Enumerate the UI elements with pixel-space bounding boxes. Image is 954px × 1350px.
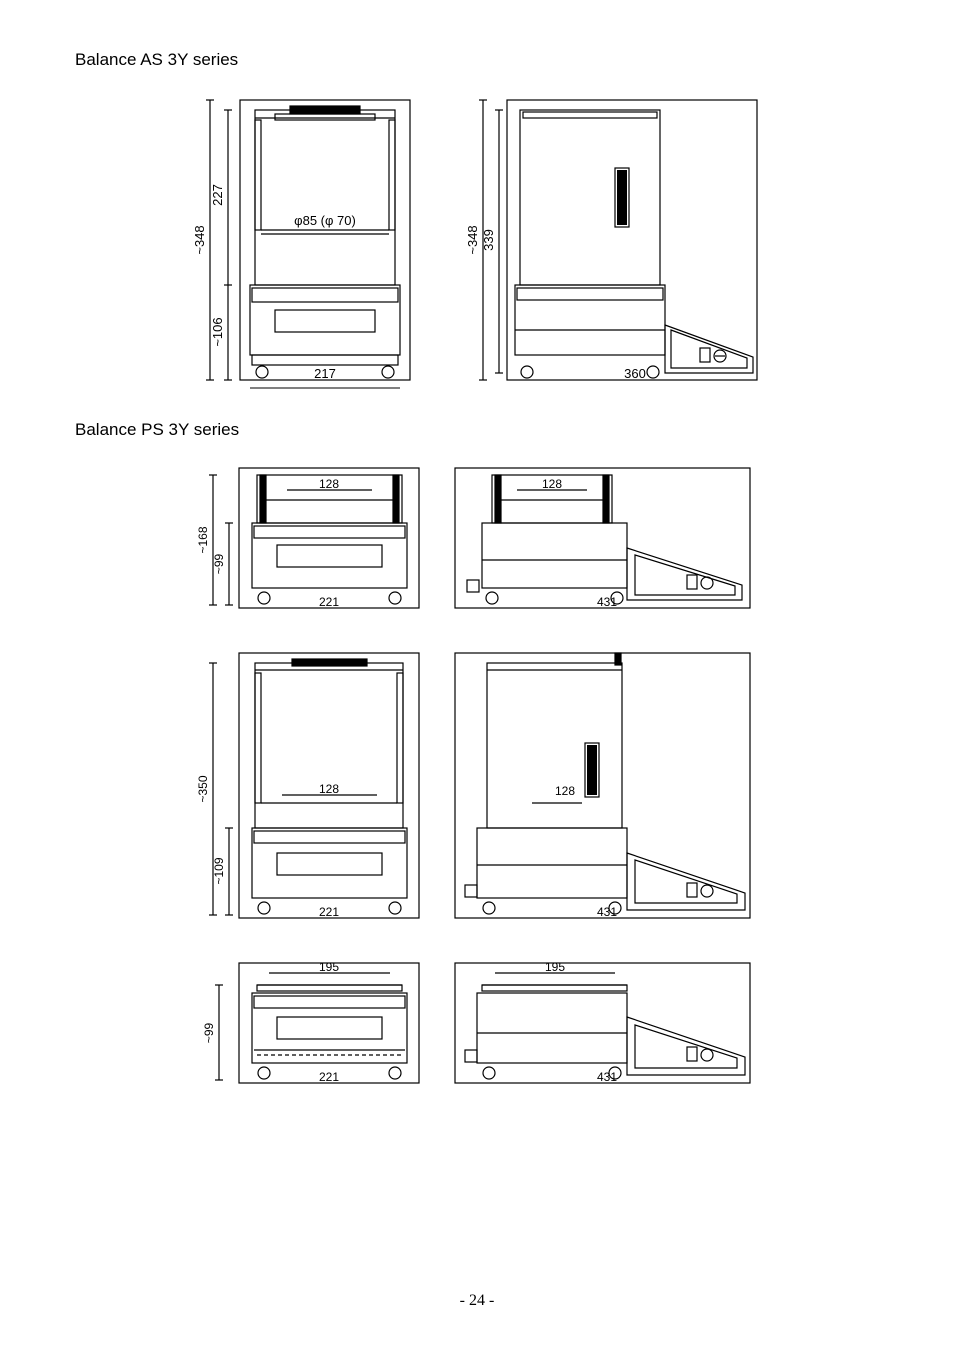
- ps3y-r1-front-width: 221: [319, 595, 339, 609]
- as3y-front-h-base: ~106: [210, 317, 225, 346]
- ps3y-r2-front-hbase: ~109: [212, 857, 226, 884]
- ps3y-r3-front-width: 221: [319, 1070, 339, 1084]
- as3y-side-h-total: ~348: [465, 225, 480, 254]
- ps3y-row2: 128 ~350 ~109 221: [75, 645, 879, 925]
- ps3y-r3-front: 195 ~99 221: [197, 955, 427, 1090]
- as3y-front-h-total: ~348: [192, 225, 207, 254]
- as3y-side-h-inner: 339: [481, 229, 496, 251]
- ps3y-r1-side: 128 431: [447, 460, 757, 615]
- ps3y-r1-front-htotal: ~168: [197, 526, 210, 553]
- ps3y-r3-side-depth: 431: [597, 1070, 617, 1084]
- ps3y-r3-front-hbase: ~99: [202, 1022, 216, 1043]
- as3y-front-width: 217: [314, 366, 336, 381]
- ps3y-r2-front-width: 221: [319, 905, 339, 919]
- ps3y-r1-side-pan: 128: [542, 477, 562, 491]
- section-title-as3y: Balance AS 3Y series: [75, 50, 879, 70]
- ps3y-r2-front: 128 ~350 ~109 221: [197, 645, 427, 925]
- ps3y-row3: 195 ~99 221: [75, 955, 879, 1090]
- ps3y-r1-front: 128 ~168 ~99 221: [197, 460, 427, 615]
- ps3y-r2-side-pan: 128: [555, 784, 575, 798]
- as3y-front-diagram: φ85 (φ 70) ~348 227: [190, 90, 445, 390]
- ps3y-r2-side: 128 431: [447, 645, 757, 925]
- as3y-side-diagram: ~348 339 360: [465, 90, 765, 390]
- ps3y-r1-side-depth: 431: [597, 595, 617, 609]
- ps3y-r2-front-pan: 128: [319, 782, 339, 796]
- as3y-side-depth: 360: [624, 366, 646, 381]
- as3y-diagram-row: φ85 (φ 70) ~348 227: [75, 90, 879, 390]
- as3y-front-h-chamber: 227: [210, 184, 225, 206]
- ps3y-r3-side-pan: 195: [545, 960, 565, 974]
- ps3y-r1-front-pan: 128: [319, 477, 339, 491]
- ps3y-r3-side: 195 431: [447, 955, 757, 1090]
- as3y-pan-label: φ85 (φ 70): [294, 213, 356, 228]
- page-number: - 24 -: [0, 1292, 954, 1310]
- ps3y-r2-side-depth: 431: [597, 905, 617, 919]
- section-title-ps3y: Balance PS 3Y series: [75, 420, 879, 440]
- ps3y-r3-front-pan: 195: [319, 960, 339, 974]
- ps3y-r1-front-hbase: ~99: [212, 553, 226, 574]
- ps3y-row1: 128 ~168 ~99 221: [75, 460, 879, 615]
- ps3y-r2-front-htotal: ~350: [197, 775, 210, 802]
